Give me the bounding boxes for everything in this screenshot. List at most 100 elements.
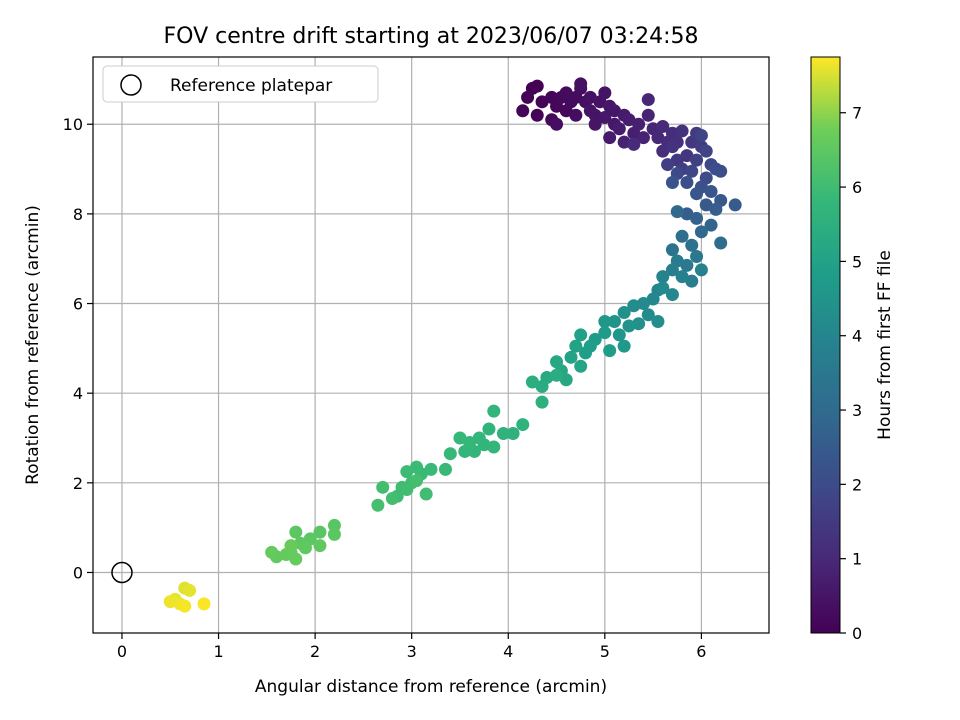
data-point <box>603 344 617 358</box>
data-point <box>197 597 211 611</box>
data-point <box>583 90 597 104</box>
data-point <box>569 108 583 122</box>
colorbar-tick-label: 4 <box>852 327 862 346</box>
data-points <box>163 77 742 613</box>
data-point <box>656 270 670 284</box>
data-point <box>327 518 341 532</box>
data-point <box>559 86 573 100</box>
data-point <box>530 108 544 122</box>
data-point <box>636 131 650 145</box>
colorbar-tick-label: 2 <box>852 475 862 494</box>
y-tick-label: 4 <box>73 384 83 403</box>
data-point <box>675 124 689 138</box>
data-point <box>675 270 689 284</box>
data-point <box>183 583 197 597</box>
data-point <box>612 122 626 136</box>
x-tick-label: 3 <box>407 642 417 661</box>
data-point <box>313 539 327 553</box>
y-axis-ticks: 0 2 4 6 8 10 <box>63 115 93 582</box>
data-point <box>535 379 549 393</box>
y-tick-label: 10 <box>63 115 83 134</box>
data-point <box>525 375 539 389</box>
colorbar-tick-label: 7 <box>852 104 862 123</box>
colorbar-tick-label: 5 <box>852 252 862 271</box>
data-point <box>641 308 655 322</box>
data-point <box>265 545 279 559</box>
x-tick-label: 0 <box>117 642 127 661</box>
x-tick-label: 1 <box>213 642 223 661</box>
data-point <box>535 95 549 109</box>
data-point <box>641 108 655 122</box>
y-tick-label: 8 <box>73 205 83 224</box>
data-point <box>622 319 636 333</box>
colorbar: 0 1 2 3 4 5 6 7 Hours from first FF file <box>810 56 895 643</box>
data-point <box>598 314 612 328</box>
data-point <box>313 525 327 539</box>
data-point <box>574 328 588 342</box>
data-point <box>617 306 631 320</box>
data-point <box>400 483 414 497</box>
y-tick-label: 0 <box>73 563 83 582</box>
data-point <box>178 599 192 613</box>
data-point <box>612 328 626 342</box>
data-point <box>607 104 621 118</box>
data-point <box>289 552 303 566</box>
data-point <box>564 350 578 364</box>
chart-title: FOV centre drift starting at 2023/06/07 … <box>164 24 699 49</box>
data-point <box>690 153 704 167</box>
data-point <box>424 462 438 476</box>
data-point <box>690 249 704 263</box>
data-point <box>284 539 298 553</box>
data-point <box>385 492 399 506</box>
data-point <box>598 326 612 340</box>
data-point <box>699 198 713 212</box>
data-point <box>535 395 549 409</box>
data-point <box>704 184 718 198</box>
data-point <box>704 218 718 232</box>
x-axis-label: Angular distance from reference (arcmin) <box>255 677 607 697</box>
data-point <box>641 93 655 107</box>
data-point <box>521 90 535 104</box>
data-point <box>651 314 665 328</box>
y-tick-label: 2 <box>73 474 83 493</box>
data-point <box>680 149 694 163</box>
data-point <box>665 140 679 154</box>
x-tick-label: 2 <box>310 642 320 661</box>
data-point <box>550 117 564 131</box>
data-point <box>463 435 477 449</box>
colorbar-label: Hours from first FF file <box>875 250 895 440</box>
data-point <box>661 158 675 172</box>
data-point <box>603 131 617 145</box>
data-point <box>400 465 414 479</box>
data-point <box>690 187 704 201</box>
data-point <box>574 77 588 91</box>
data-point <box>728 198 742 212</box>
data-point <box>627 137 641 151</box>
data-point <box>598 86 612 100</box>
data-point <box>680 176 694 190</box>
colorbar-ticks: 0 1 2 3 4 5 6 7 <box>840 104 862 643</box>
data-point <box>419 487 433 501</box>
data-point <box>482 422 496 436</box>
data-point <box>685 164 699 178</box>
data-point <box>627 299 641 313</box>
colorbar-tick-label: 3 <box>852 401 862 420</box>
y-axis-label: Rotation from reference (arcmin) <box>23 205 43 485</box>
data-point <box>665 288 679 302</box>
data-point <box>694 263 708 277</box>
data-point <box>516 418 530 432</box>
data-point <box>714 164 728 178</box>
data-point <box>410 474 424 488</box>
colorbar-tick-label: 6 <box>852 178 862 197</box>
colorbar-gradient <box>810 56 841 634</box>
data-point <box>506 427 520 441</box>
data-point <box>550 368 564 382</box>
legend-entry-reference: Reference platepar <box>170 76 332 96</box>
data-point <box>579 346 593 360</box>
data-point <box>646 292 660 306</box>
plot-frame <box>92 56 770 634</box>
data-point <box>443 447 457 461</box>
data-point <box>690 211 704 225</box>
data-point <box>583 104 597 118</box>
